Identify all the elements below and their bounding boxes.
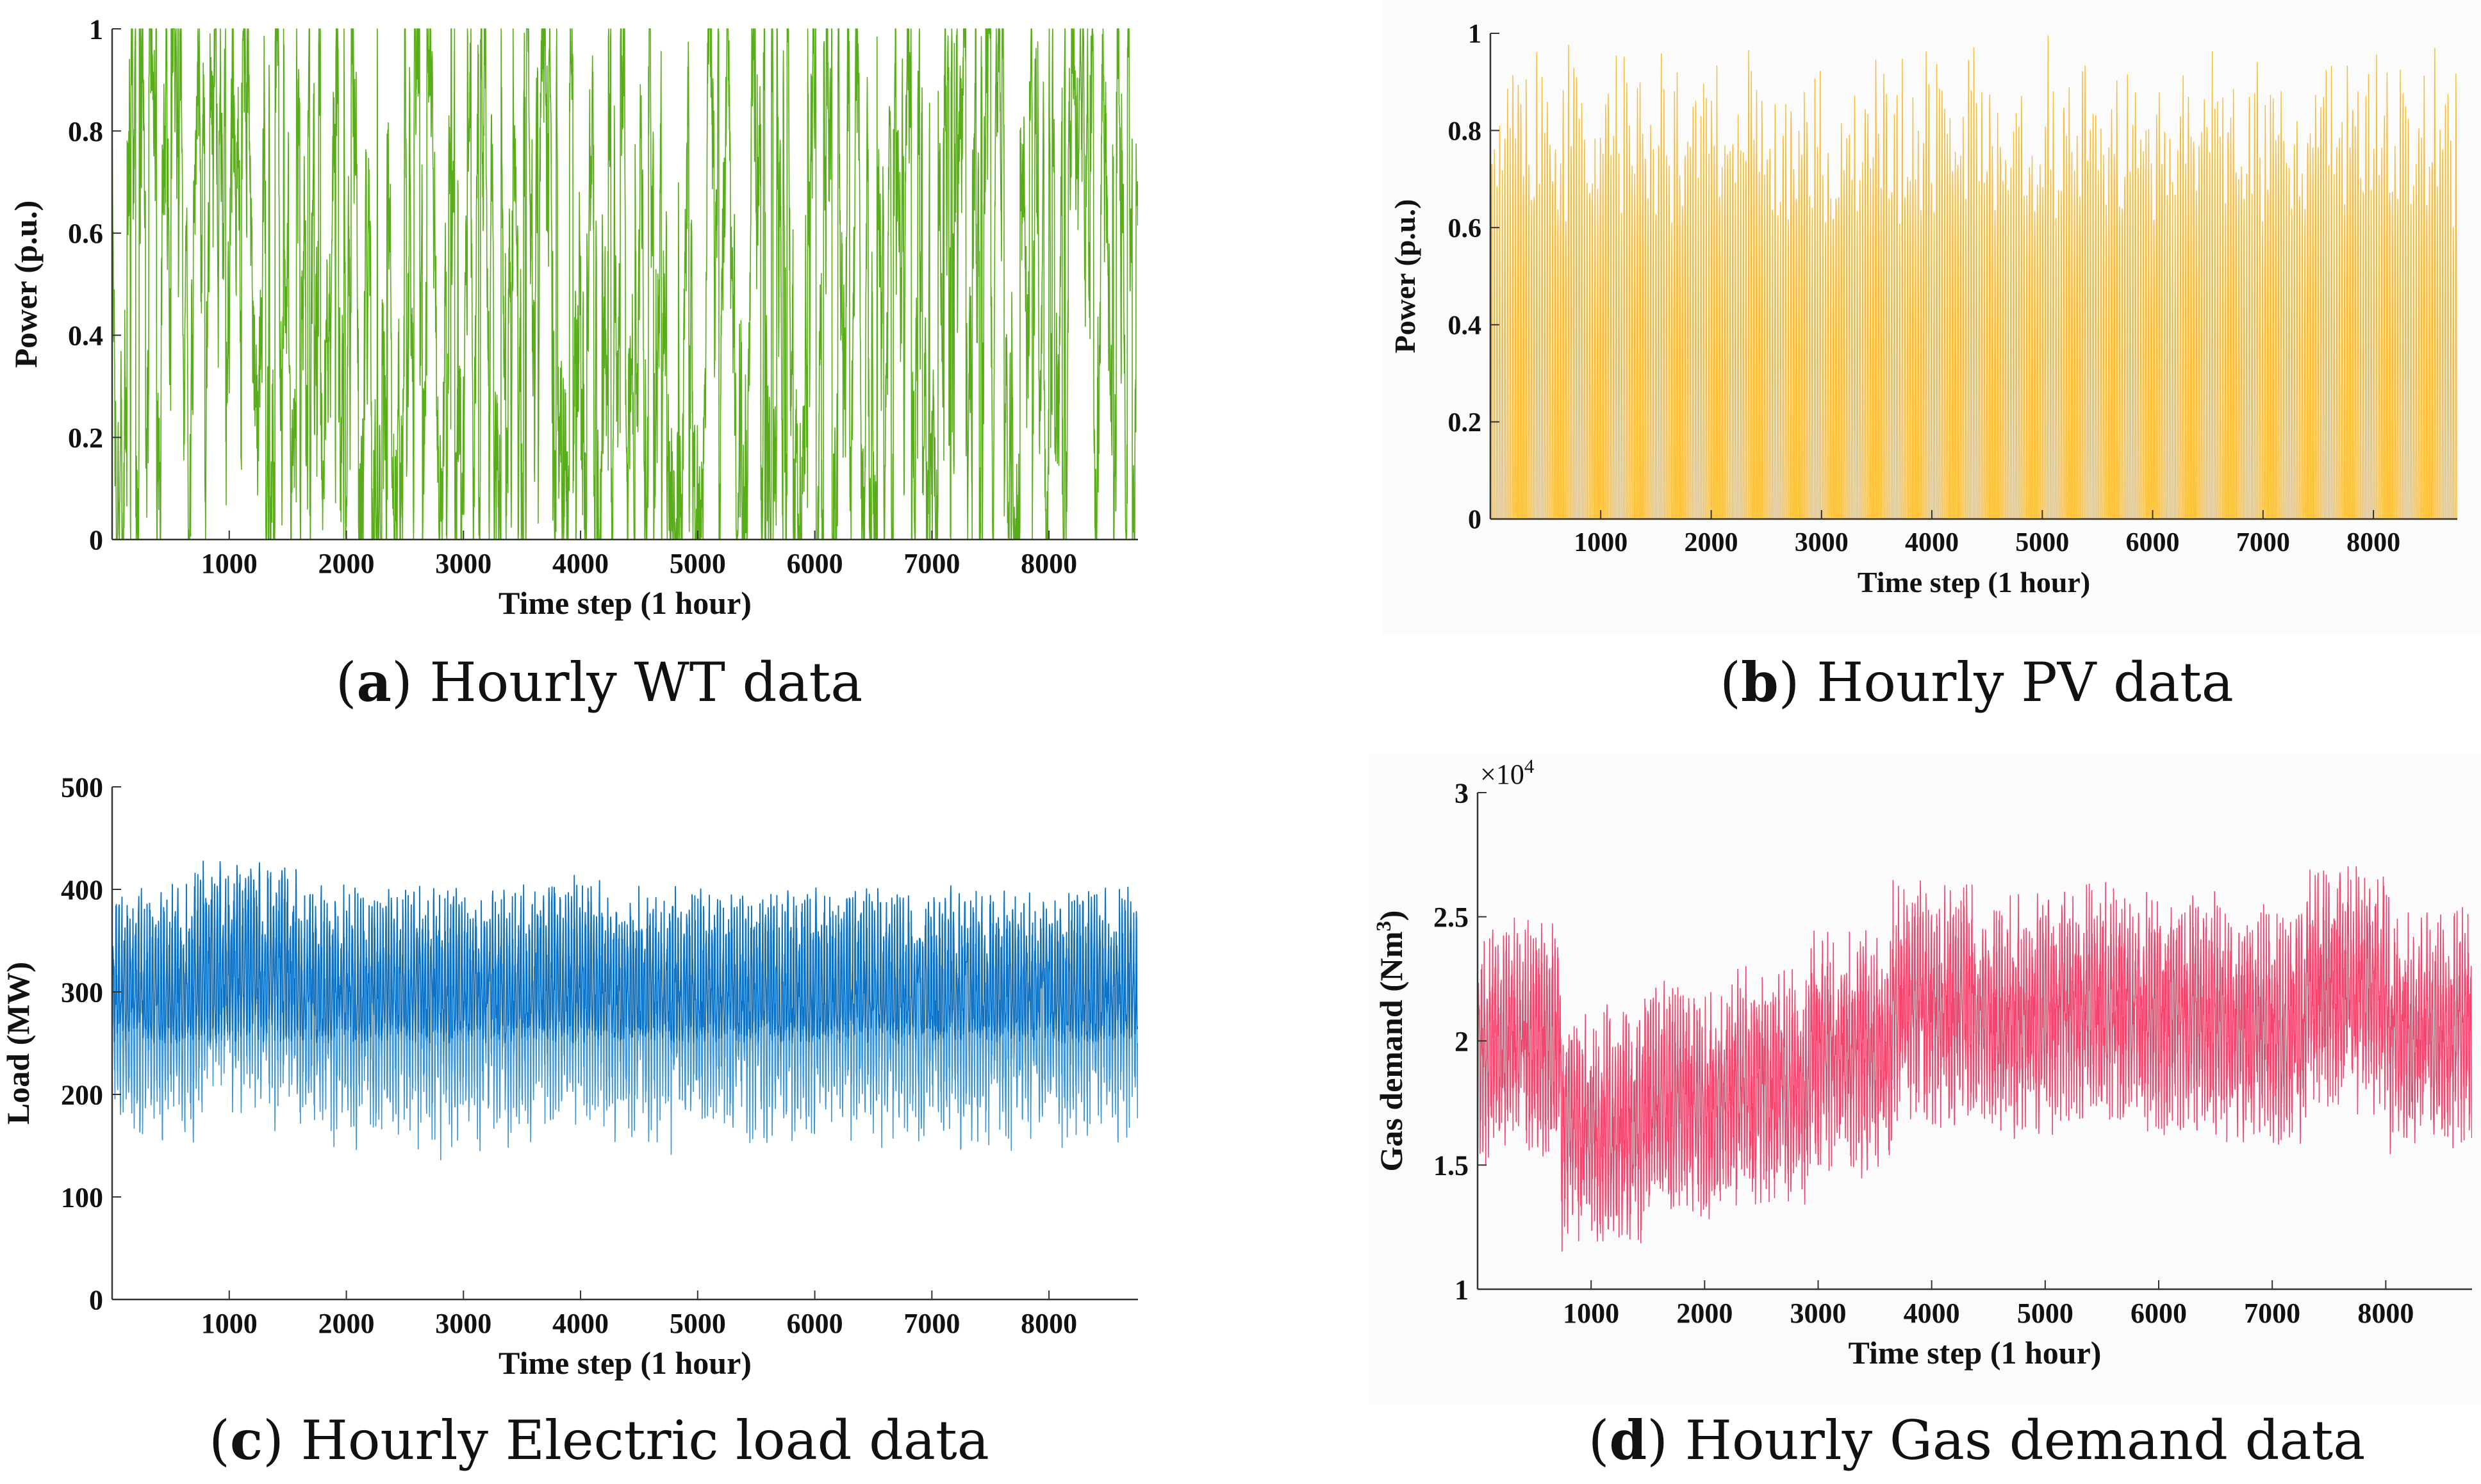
x-tick-label: 4000 <box>552 548 609 579</box>
x-tick-label: 8000 <box>1021 1308 1077 1339</box>
y-tick-label: 2 <box>1455 1026 1469 1057</box>
y-axis-label: Power (p.u.) <box>8 201 44 368</box>
x-tick-label: 2000 <box>318 1308 375 1339</box>
data-series <box>112 28 1138 540</box>
x-tick-label: 7000 <box>2236 528 2290 557</box>
y-tick-label: 1 <box>1455 1274 1469 1305</box>
x-tick-label: 5000 <box>2017 1298 2073 1329</box>
data-series <box>1478 866 2472 1252</box>
x-tick-label: 2000 <box>1685 528 1738 557</box>
panel-d: 1000 2000 3000 4000 5000 6000 7000 8000 1 1.5 2 2.5… <box>1369 754 2481 1405</box>
axes: 1000 2000 3000 4000 5000 6000 7000 8000 0 0.2 0.4 0… <box>8 13 1138 621</box>
x-tick-label: 5000 <box>670 1308 726 1339</box>
x-axis-label: Time step (1 hour) <box>1849 1335 2102 1371</box>
y-tick-label: 1 <box>89 13 103 45</box>
y-tick-label: 1 <box>1468 20 1481 49</box>
x-tick-label: 3000 <box>435 548 491 579</box>
x-tick-label: 5000 <box>670 548 726 579</box>
series-line <box>1478 866 2472 1252</box>
x-tick-label: 6000 <box>787 1308 843 1339</box>
panel-a: 1000 2000 3000 4000 5000 6000 7000 8000 0 0.2 0.4 0… <box>8 13 1138 621</box>
caption-b: (b) Hourly PV data <box>1720 650 2234 714</box>
x-tick-label: 7000 <box>903 548 960 579</box>
x-tick-label: 1000 <box>201 548 258 579</box>
caption-text: Hourly Electric load data <box>301 1409 989 1472</box>
x-tick-label: 8000 <box>2357 1298 2414 1329</box>
caption-letter: b <box>1740 650 1779 714</box>
x-tick-label: 6000 <box>2131 1298 2187 1329</box>
x-tick-label: 2000 <box>1676 1298 1733 1329</box>
y-axis-label: Gas demand (Nm3) <box>1372 911 1409 1172</box>
caption-text: Hourly Gas demand data <box>1685 1409 2366 1472</box>
series-line <box>112 28 1138 540</box>
x-tick-label: 1000 <box>201 1308 258 1339</box>
caption-text: Hourly PV data <box>1817 651 2234 714</box>
y-tick-label: 500 <box>61 771 103 803</box>
y-axis-label: Load (MW) <box>0 962 36 1125</box>
x-tick-label: 3000 <box>435 1308 491 1339</box>
caption-letter: c <box>229 1408 263 1472</box>
y-tick-label: 400 <box>61 874 103 905</box>
x-tick-label: 3000 <box>1795 528 1849 557</box>
caption-d: (d) Hourly Gas demand data <box>1588 1408 2366 1472</box>
y-tick-label: 0.2 <box>1448 408 1482 438</box>
axes: 1000 2000 3000 4000 5000 6000 7000 8000 0 0.2 0.4 0… <box>1389 20 2457 598</box>
caption-a: (a) Hourly WT data <box>335 650 863 714</box>
x-tick-label: 6000 <box>2126 528 2180 557</box>
axes: 1000 2000 3000 4000 5000 6000 7000 8000 0 100 200 3… <box>0 771 1138 1381</box>
y-tick-label: 0 <box>1468 506 1481 535</box>
caption-text: Hourly WT data <box>429 651 863 714</box>
caption-letter: d <box>1609 1408 1647 1472</box>
panel-c: 1000 2000 3000 4000 5000 6000 7000 8000 0 100 200 3… <box>0 771 1138 1381</box>
x-tick-label: 8000 <box>1021 548 1077 579</box>
y-tick-label: 0.4 <box>68 320 103 352</box>
y-axis-label: Power (p.u.) <box>1389 199 1421 354</box>
x-tick-label: 6000 <box>787 548 843 579</box>
y-tick-label: 300 <box>61 977 103 1008</box>
data-series <box>112 861 1138 1160</box>
data-series <box>1490 35 2457 519</box>
y-tick-label: 0.6 <box>68 218 103 249</box>
x-tick-label: 3000 <box>1790 1298 1847 1329</box>
x-tick-label: 4000 <box>1905 528 1959 557</box>
panel-b: 1000 2000 3000 4000 5000 6000 7000 8000 0 0.2 0.4 0… <box>1381 0 2481 634</box>
y-tick-label: 200 <box>61 1079 103 1110</box>
series-line-dense <box>112 861 1138 1044</box>
x-tick-label: 2000 <box>318 548 375 579</box>
y-tick-label: 0.8 <box>1448 117 1482 146</box>
caption-letter: a <box>356 650 392 714</box>
caption-c: (c) Hourly Electric load data <box>209 1408 989 1472</box>
x-tick-label: 1000 <box>1574 528 1628 557</box>
x-tick-label: 7000 <box>903 1308 960 1339</box>
x-tick-label: 7000 <box>2244 1298 2300 1329</box>
x-tick-label: 1000 <box>1563 1298 1619 1329</box>
y-tick-label: 2.5 <box>1433 902 1469 933</box>
y-tick-label: 0 <box>89 1284 103 1315</box>
x-axis-label: Time step (1 hour) <box>499 1345 752 1381</box>
series-line <box>1490 35 2457 519</box>
y-tick-label: 1.5 <box>1433 1150 1469 1182</box>
y-tick-label: 0.8 <box>68 116 103 147</box>
y-exponent-label: ×104 <box>1480 755 1534 790</box>
x-tick-label: 4000 <box>552 1308 609 1339</box>
x-axis-label: Time step (1 hour) <box>1858 566 2090 598</box>
axes: 1000 2000 3000 4000 5000 6000 7000 8000 1 1.5 2 2.5… <box>1372 755 2472 1371</box>
x-tick-label: 5000 <box>2015 528 2069 557</box>
x-tick-label: 4000 <box>1904 1298 1960 1329</box>
y-tick-label: 0.2 <box>68 422 103 454</box>
y-tick-label: 0 <box>89 524 103 556</box>
y-tick-label: 3 <box>1455 777 1469 809</box>
y-tick-label: 0.6 <box>1448 214 1482 243</box>
y-tick-label: 0.4 <box>1448 311 1482 341</box>
x-tick-label: 8000 <box>2346 528 2400 557</box>
y-tick-label: 100 <box>61 1182 103 1213</box>
x-axis-label: Time step (1 hour) <box>499 585 752 621</box>
